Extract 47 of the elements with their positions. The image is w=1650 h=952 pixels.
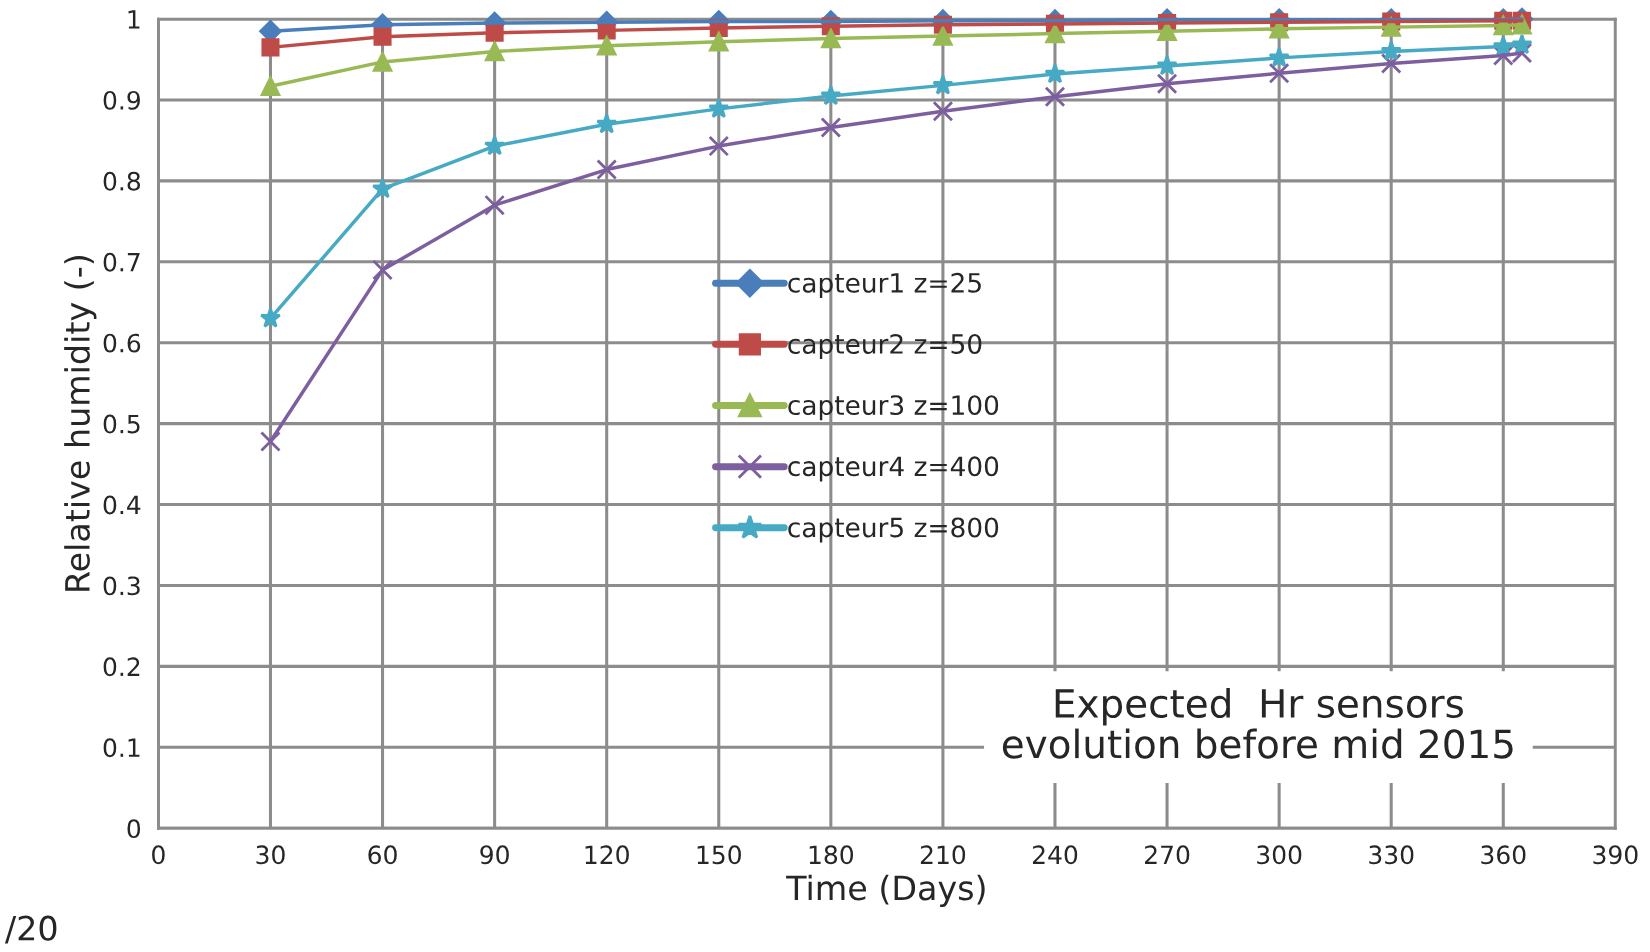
text: /20 xyxy=(4,915,57,944)
y-tick-label: 0.7 xyxy=(103,252,140,272)
y-tick-label: 1 xyxy=(128,10,140,29)
x-tick-label: 60 xyxy=(368,845,397,865)
x-tick-label: 90 xyxy=(480,845,509,865)
y-tick-label: 0.9 xyxy=(103,90,140,110)
x-tick-label: 330 xyxy=(1369,845,1414,865)
y-tick-label: 0.1 xyxy=(103,738,140,758)
x-tick-label: 300 xyxy=(1257,845,1302,865)
x-axis-title: Time (Days) xyxy=(786,874,985,907)
point xyxy=(820,117,842,138)
y-tick-label: 0.3 xyxy=(103,576,140,596)
point xyxy=(932,100,954,122)
x-tick-label: 270 xyxy=(1145,845,1190,865)
point xyxy=(261,38,280,57)
y-tick-label: 0.5 xyxy=(103,414,140,434)
y-tick-label: 0 xyxy=(127,819,141,839)
y-tick-label: 0.8 xyxy=(103,171,141,191)
legend-label: capteur3 z=100 xyxy=(788,395,999,421)
x-tick-label: 120 xyxy=(585,845,629,865)
legend-label: capteur1 z=25 xyxy=(788,272,981,298)
point xyxy=(260,76,281,96)
annotation: Expected Hr sensors evolution before mid 2015 xyxy=(1002,687,1513,759)
y-tick-label: 0.4 xyxy=(103,495,141,515)
x-tick-label: 0 xyxy=(152,845,165,865)
legend-label: capteur4 z=400 xyxy=(788,456,999,482)
x-tick-label: 360 xyxy=(1481,845,1526,865)
point xyxy=(1268,62,1290,84)
x-tick-label: 210 xyxy=(920,845,966,865)
x-tick-label: 30 xyxy=(256,845,285,865)
point xyxy=(484,194,506,216)
point xyxy=(260,431,281,452)
point xyxy=(1044,86,1066,108)
x-tick-label: 390 xyxy=(1593,845,1638,865)
x-tick-label: 150 xyxy=(697,845,741,865)
legend-label: capteur5 z=800 xyxy=(788,517,999,543)
point xyxy=(372,259,393,281)
legend-label: capteur2 z=50 xyxy=(788,333,982,360)
y-axis-title: Relative humidity (-) xyxy=(64,256,97,591)
y-tick-label: 0.6 xyxy=(103,333,141,353)
point xyxy=(1156,73,1178,95)
y-tick-label: 0.2 xyxy=(103,657,140,677)
point xyxy=(596,159,618,180)
x-tick-label: 240 xyxy=(1032,845,1078,865)
point xyxy=(1380,53,1402,74)
point xyxy=(708,135,730,157)
x-tick-label: 180 xyxy=(809,845,854,865)
